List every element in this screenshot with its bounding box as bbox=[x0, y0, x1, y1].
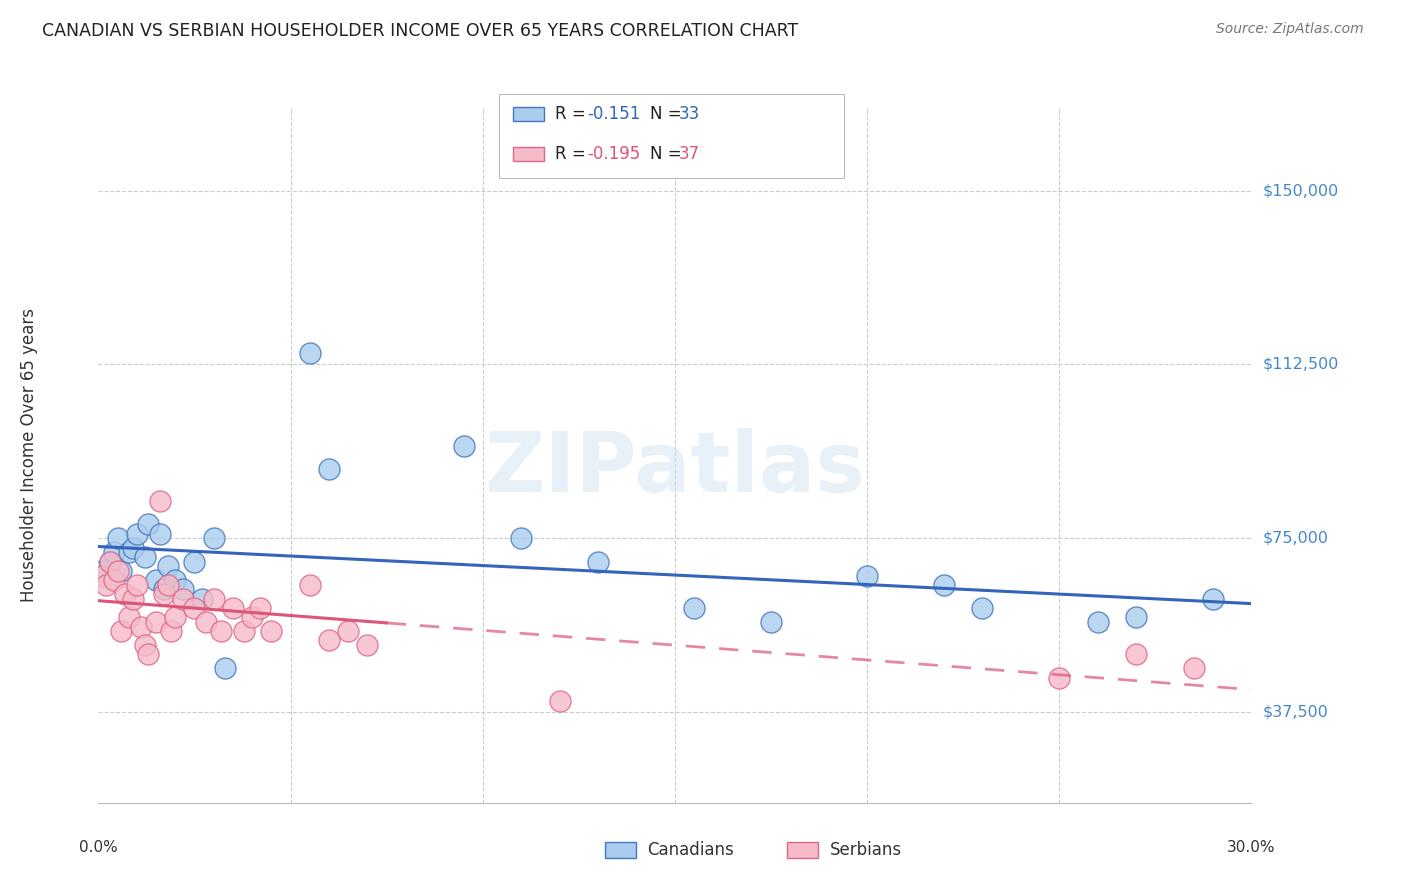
Point bbox=[152, 587, 174, 601]
Point bbox=[91, 568, 114, 582]
Point bbox=[125, 526, 148, 541]
Point bbox=[209, 624, 232, 639]
Text: N =: N = bbox=[650, 105, 686, 123]
Point bbox=[103, 573, 125, 587]
Point bbox=[856, 568, 879, 582]
Text: $112,500: $112,500 bbox=[1263, 357, 1339, 372]
Point bbox=[122, 541, 145, 555]
Point bbox=[160, 624, 183, 639]
Point bbox=[222, 601, 245, 615]
Text: $37,500: $37,500 bbox=[1263, 705, 1329, 720]
Point bbox=[125, 578, 148, 592]
Text: -0.151: -0.151 bbox=[588, 105, 641, 123]
Text: N =: N = bbox=[650, 145, 686, 163]
Text: Householder Income Over 65 years: Householder Income Over 65 years bbox=[20, 308, 38, 602]
Text: R =: R = bbox=[555, 145, 592, 163]
Point bbox=[356, 638, 378, 652]
Point bbox=[214, 661, 236, 675]
Point bbox=[195, 615, 218, 629]
Point bbox=[683, 601, 706, 615]
Point bbox=[759, 615, 782, 629]
Point bbox=[145, 573, 167, 587]
Point bbox=[191, 591, 214, 606]
Point bbox=[298, 346, 321, 360]
Point bbox=[110, 624, 132, 639]
Point bbox=[114, 587, 136, 601]
Point bbox=[202, 591, 225, 606]
Point bbox=[103, 545, 125, 559]
Point bbox=[318, 462, 340, 476]
Point bbox=[183, 555, 205, 569]
Point bbox=[1047, 671, 1070, 685]
Point bbox=[586, 555, 609, 569]
Text: 37: 37 bbox=[679, 145, 700, 163]
Point bbox=[98, 555, 121, 569]
Point bbox=[118, 545, 141, 559]
Point bbox=[134, 549, 156, 564]
Point bbox=[202, 532, 225, 546]
Point bbox=[548, 694, 571, 708]
Point bbox=[249, 601, 271, 615]
Point bbox=[172, 582, 194, 597]
Point bbox=[165, 573, 187, 587]
Point bbox=[972, 601, 994, 615]
Point bbox=[91, 564, 114, 578]
Point bbox=[318, 633, 340, 648]
Text: 30.0%: 30.0% bbox=[1227, 840, 1275, 855]
Text: R =: R = bbox=[555, 105, 592, 123]
Point bbox=[183, 601, 205, 615]
Point bbox=[98, 555, 121, 569]
Point bbox=[1125, 648, 1147, 662]
Point bbox=[145, 615, 167, 629]
Point bbox=[107, 564, 129, 578]
Point bbox=[298, 578, 321, 592]
Point bbox=[1087, 615, 1109, 629]
Point bbox=[149, 526, 172, 541]
Point bbox=[152, 582, 174, 597]
Text: $150,000: $150,000 bbox=[1263, 183, 1339, 198]
Point bbox=[1182, 661, 1205, 675]
Point bbox=[122, 591, 145, 606]
Point bbox=[138, 648, 160, 662]
Text: 33: 33 bbox=[679, 105, 700, 123]
Point bbox=[337, 624, 360, 639]
Point bbox=[932, 578, 955, 592]
Point bbox=[453, 439, 475, 453]
Point bbox=[156, 559, 179, 574]
Point bbox=[1202, 591, 1225, 606]
Point bbox=[165, 610, 187, 624]
Text: $75,000: $75,000 bbox=[1263, 531, 1329, 546]
Text: Source: ZipAtlas.com: Source: ZipAtlas.com bbox=[1216, 22, 1364, 37]
Point bbox=[240, 610, 263, 624]
Text: Canadians: Canadians bbox=[647, 841, 734, 859]
Text: -0.195: -0.195 bbox=[588, 145, 641, 163]
Text: 0.0%: 0.0% bbox=[79, 840, 118, 855]
Text: Serbians: Serbians bbox=[830, 841, 901, 859]
Point bbox=[138, 517, 160, 532]
Point bbox=[156, 578, 179, 592]
Point bbox=[107, 532, 129, 546]
Text: CANADIAN VS SERBIAN HOUSEHOLDER INCOME OVER 65 YEARS CORRELATION CHART: CANADIAN VS SERBIAN HOUSEHOLDER INCOME O… bbox=[42, 22, 799, 40]
Point bbox=[1125, 610, 1147, 624]
Point bbox=[260, 624, 283, 639]
Point bbox=[110, 564, 132, 578]
Point bbox=[94, 578, 117, 592]
Point bbox=[149, 494, 172, 508]
Point bbox=[134, 638, 156, 652]
Point bbox=[510, 532, 533, 546]
Text: ZIPatlas: ZIPatlas bbox=[485, 428, 865, 509]
Point bbox=[129, 619, 152, 633]
Point bbox=[118, 610, 141, 624]
Point bbox=[233, 624, 256, 639]
Point bbox=[172, 591, 194, 606]
